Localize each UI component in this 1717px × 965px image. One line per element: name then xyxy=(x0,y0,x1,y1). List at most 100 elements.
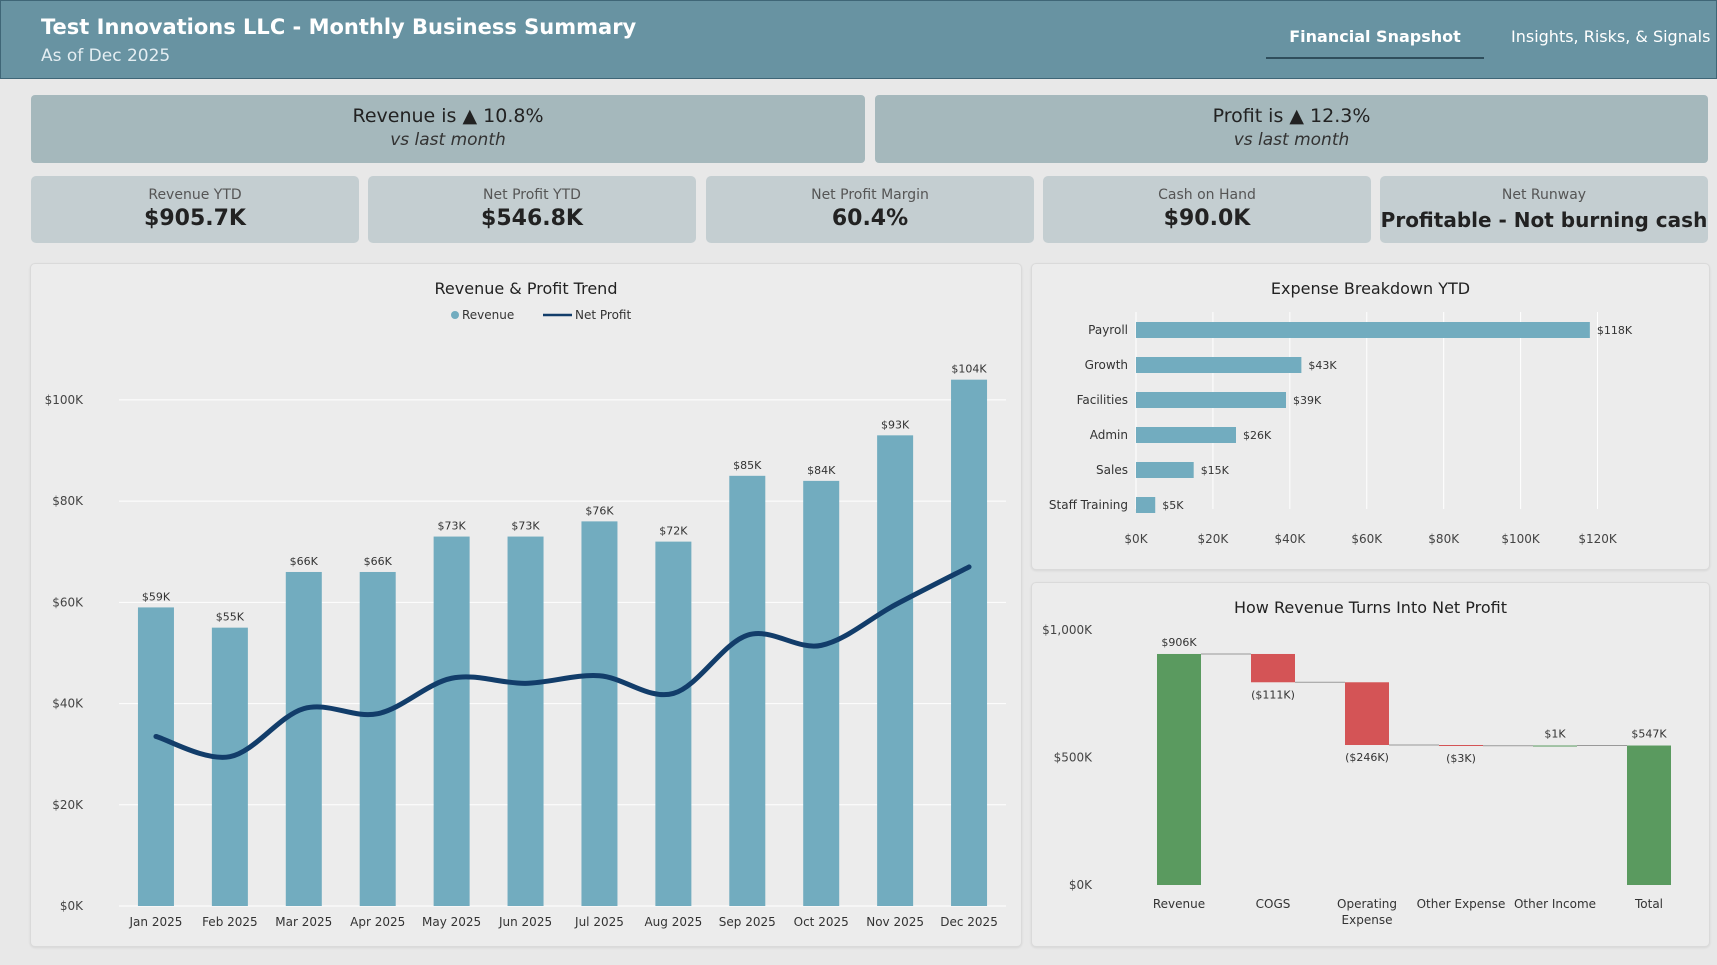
category-label: Growth xyxy=(1085,358,1128,372)
x-tick-label: $60K xyxy=(1351,532,1383,546)
tab-financial-snapshot[interactable]: Financial Snapshot xyxy=(1266,27,1484,59)
profit-change-banner: Profit is ▲ 12.3% vs last month xyxy=(875,95,1708,163)
kpi-value: 60.4% xyxy=(831,206,909,231)
waterfall-data-label: $547K xyxy=(1631,728,1667,741)
legend-profit-label: Net Profit xyxy=(575,308,631,322)
kpi-revenue-ytd: Revenue YTD $905.7K xyxy=(31,176,359,243)
y-tick-label: $60K xyxy=(52,595,84,609)
revenue-data-label: $66K xyxy=(290,555,319,568)
expense-bar xyxy=(1136,392,1286,408)
expense-data-label: $26K xyxy=(1243,429,1272,442)
waterfall-bar xyxy=(1439,745,1483,747)
x-tick-label: $40K xyxy=(1274,532,1306,546)
expense-bar xyxy=(1136,427,1236,443)
x-tick-label: $120K xyxy=(1578,532,1618,546)
revenue-data-label: $59K xyxy=(142,590,171,603)
expense-data-label: $43K xyxy=(1308,359,1337,372)
x-tick-label: Sep 2025 xyxy=(719,915,776,929)
revenue-profit-trend-panel[interactable]: Revenue & Profit Trend Revenue Net Profit… xyxy=(30,263,1022,947)
revenue-bar xyxy=(729,475,766,906)
waterfall-bar xyxy=(1345,682,1389,746)
expense-bar xyxy=(1136,462,1194,478)
revenue-data-label: $85K xyxy=(733,459,762,472)
x-tick-label: Jul 2025 xyxy=(574,915,624,929)
y-tick-label: $1,000K xyxy=(1042,623,1093,637)
x-tick-label: $0K xyxy=(1124,532,1148,546)
expense-data-label: $39K xyxy=(1293,394,1322,407)
x-tick-label: $20K xyxy=(1198,532,1230,546)
x-tick-label: Feb 2025 xyxy=(202,915,258,929)
x-tick-label: Aug 2025 xyxy=(644,915,702,929)
kpi-value: $546.8K xyxy=(481,206,583,231)
revenue-change-caption: vs last month xyxy=(390,130,506,150)
kpi-net-runway: Net Runway Profitable - Not burning cash xyxy=(1380,176,1708,243)
revenue-data-label: $66K xyxy=(364,555,393,568)
y-tick-label: $80K xyxy=(52,494,84,508)
profit-change-text: Profit is ▲ 12.3% xyxy=(1212,105,1371,127)
x-tick-label: $100K xyxy=(1501,532,1541,546)
waterfall-data-label: ($3K) xyxy=(1446,752,1476,765)
expense-breakdown-panel[interactable]: Expense Breakdown YTD $0K $20K $40K $60K $80… xyxy=(1031,263,1710,570)
expense-breakdown-chart: $0K $20K $40K $60K $80K $100K $120K Payroll $118… xyxy=(1049,312,1633,546)
y-tick-label: $40K xyxy=(52,697,84,711)
revenue-data-label: $84K xyxy=(807,464,836,477)
revenue-profit-trend-chart: Revenue Net Profit $0K $20K $40K $60K $80K $100… xyxy=(45,308,1006,929)
kpi-cash-on-hand: Cash on Hand $90.0K xyxy=(1043,176,1371,243)
revenue-to-profit-waterfall-chart: $0K $500K $1,000K $906K Revenue ($111K) COGS ($… xyxy=(1042,623,1671,927)
waterfall-bar xyxy=(1533,745,1577,747)
x-tick-label: Apr 2025 xyxy=(350,915,405,929)
category-label: Facilities xyxy=(1077,393,1128,407)
chart-title: How Revenue Turns Into Net Profit xyxy=(1233,598,1507,617)
revenue-bar xyxy=(803,480,840,906)
chart-title: Revenue & Profit Trend xyxy=(434,279,618,298)
kpi-value: $905.7K xyxy=(144,206,246,231)
revenue-data-label: $93K xyxy=(881,418,910,431)
x-tick-label: Nov 2025 xyxy=(866,915,924,929)
x-tick-label: Operating xyxy=(1337,897,1397,911)
revenue-data-label: $55K xyxy=(216,611,245,624)
x-tick-label: Total xyxy=(1634,897,1663,911)
revenue-change-banner: Revenue is ▲ 10.8% vs last month xyxy=(31,95,865,163)
tab-insights-risks-signals[interactable]: Insights, Risks, & Signals xyxy=(1511,27,1711,46)
kpi-label: Revenue YTD xyxy=(148,187,242,203)
waterfall-data-label: ($246K) xyxy=(1345,751,1389,764)
legend-revenue-label: Revenue xyxy=(462,308,514,322)
waterfall-data-label: $906K xyxy=(1161,636,1197,649)
y-tick-label: $0K xyxy=(1069,878,1093,892)
expense-bar xyxy=(1136,497,1156,513)
revenue-bar xyxy=(285,571,322,906)
revenue-bar xyxy=(655,541,692,906)
x-tick-label: Revenue xyxy=(1153,897,1205,911)
revenue-bar xyxy=(951,379,988,906)
x-tick-label: Jan 2025 xyxy=(129,915,183,929)
revenue-to-profit-panel[interactable]: How Revenue Turns Into Net Profit $0K $50… xyxy=(1031,582,1710,947)
revenue-bar xyxy=(877,435,914,906)
expense-data-label: $5K xyxy=(1162,499,1184,512)
x-tick-label: Dec 2025 xyxy=(940,915,998,929)
kpi-net-profit-ytd: Net Profit YTD $546.8K xyxy=(368,176,696,243)
kpi-label: Net Profit Margin xyxy=(811,187,929,203)
category-label: Admin xyxy=(1090,428,1128,442)
x-tick-label: May 2025 xyxy=(422,915,481,929)
revenue-bar xyxy=(581,521,618,906)
revenue-change-text: Revenue is ▲ 10.8% xyxy=(352,105,544,127)
expense-bar xyxy=(1136,322,1590,338)
revenue-data-label: $76K xyxy=(585,504,614,517)
legend-revenue-marker xyxy=(451,311,459,319)
category-label: Payroll xyxy=(1088,323,1128,337)
revenue-bar xyxy=(433,536,470,906)
y-tick-label: $20K xyxy=(52,798,84,812)
kpi-value: Profitable - Not burning cash xyxy=(1380,208,1708,232)
x-tick-label: Jun 2025 xyxy=(498,915,552,929)
kpi-label: Net Profit YTD xyxy=(483,187,581,203)
report-title: Test Innovations LLC - Monthly Business … xyxy=(41,15,637,39)
waterfall-bar xyxy=(1157,653,1201,885)
waterfall-bar xyxy=(1627,745,1671,885)
kpi-label: Cash on Hand xyxy=(1158,187,1256,203)
kpi-net-profit-margin: Net Profit Margin 60.4% xyxy=(706,176,1034,243)
report-date: As of Dec 2025 xyxy=(41,46,171,66)
waterfall-data-label: ($111K) xyxy=(1251,688,1295,701)
revenue-data-label: $104K xyxy=(951,363,987,376)
x-tick-label: Expense xyxy=(1342,913,1393,927)
y-tick-label: $500K xyxy=(1054,751,1094,765)
